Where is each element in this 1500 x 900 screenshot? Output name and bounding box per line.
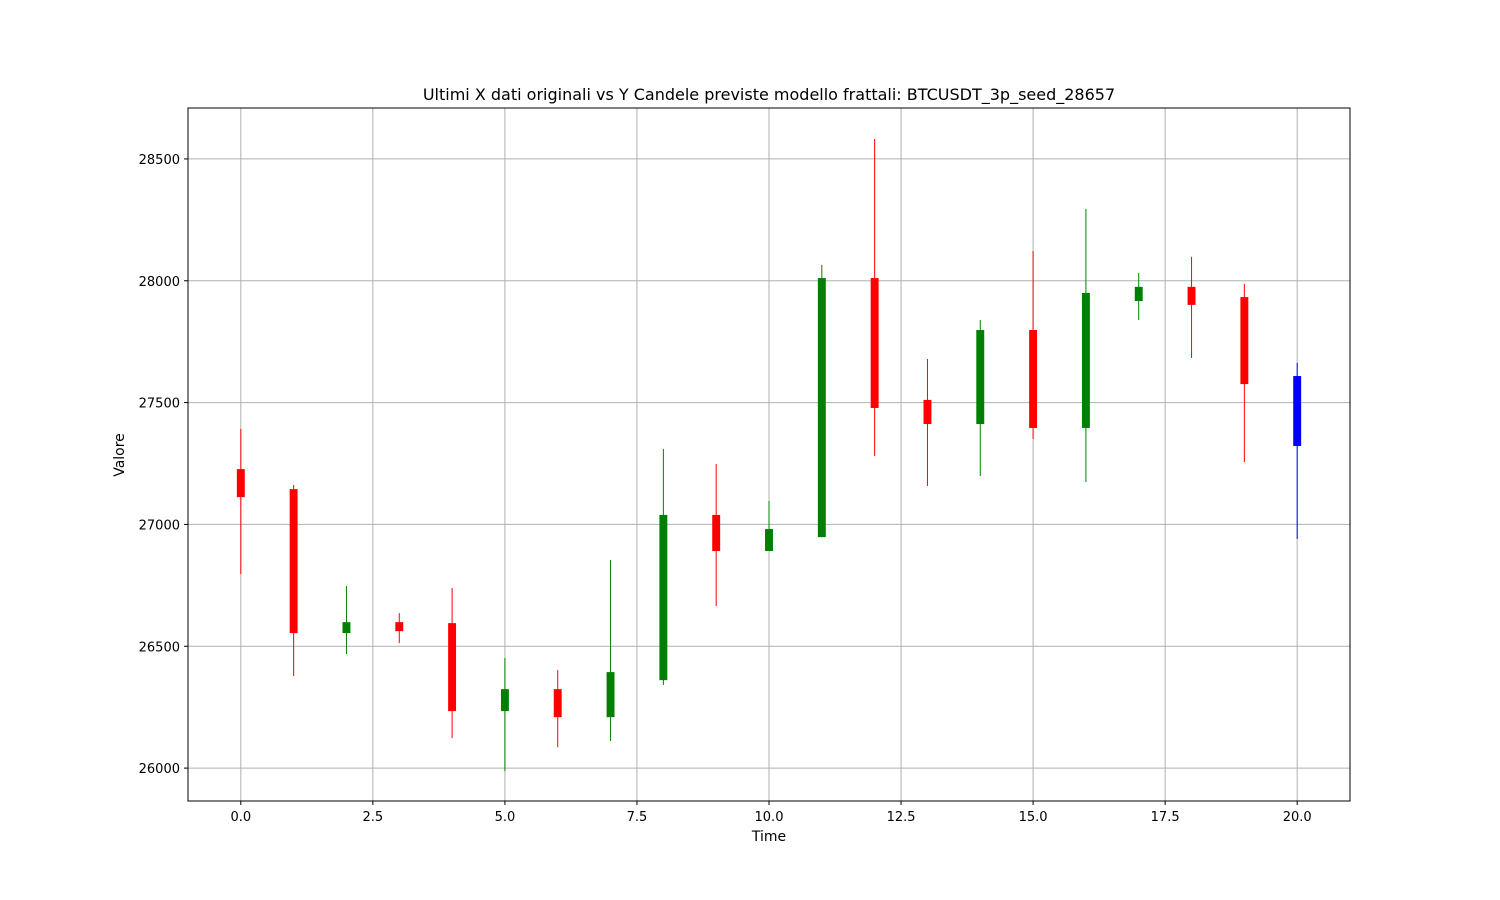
candle-body — [289, 489, 298, 634]
candle-body — [1134, 286, 1143, 301]
candle-body — [817, 278, 826, 538]
candle-body — [395, 622, 404, 632]
candle-body — [765, 529, 773, 551]
candle-body — [1187, 286, 1196, 305]
y-tick-label: 27500 — [139, 397, 180, 412]
chart-title: Ultimi X dati originali vs Y Candele pre… — [423, 85, 1115, 105]
x-axis-label: Time — [751, 829, 786, 845]
y-tick-label: 28500 — [139, 153, 180, 168]
x-tick-label: 5.0 — [495, 810, 516, 825]
candle-body — [448, 623, 457, 712]
candle-body — [976, 329, 985, 425]
x-tick-label: 7.5 — [627, 810, 648, 825]
candle-body — [1081, 292, 1090, 428]
candle-body — [553, 689, 562, 718]
y-tick-label: 27000 — [139, 518, 180, 533]
x-tick-label: 12.5 — [887, 810, 916, 825]
y-tick-label: 26500 — [139, 640, 180, 655]
plot-frame — [187, 107, 1351, 802]
x-tick-label: 0.0 — [230, 810, 251, 825]
x-tick-label: 2.5 — [363, 810, 384, 825]
y-axis-label: Valore — [112, 433, 128, 477]
candle-body — [1240, 297, 1249, 385]
y-tick-label: 26000 — [139, 762, 180, 777]
candle-body — [1029, 329, 1038, 428]
x-tick-label: 10.0 — [755, 810, 784, 825]
x-tick-label: 20.0 — [1283, 810, 1312, 825]
candle-body — [236, 469, 245, 498]
x-tick-label: 15.0 — [1019, 810, 1048, 825]
candle-body — [659, 514, 668, 681]
x-tick-label: 17.5 — [1151, 810, 1180, 825]
candle-body — [342, 622, 351, 634]
candle-body — [712, 514, 721, 551]
candle-body — [1293, 376, 1302, 446]
candle-body — [870, 278, 879, 408]
y-tick-label: 28000 — [139, 275, 180, 290]
candle-body — [500, 689, 509, 712]
candle-body — [923, 399, 932, 425]
candle-body — [606, 672, 615, 718]
